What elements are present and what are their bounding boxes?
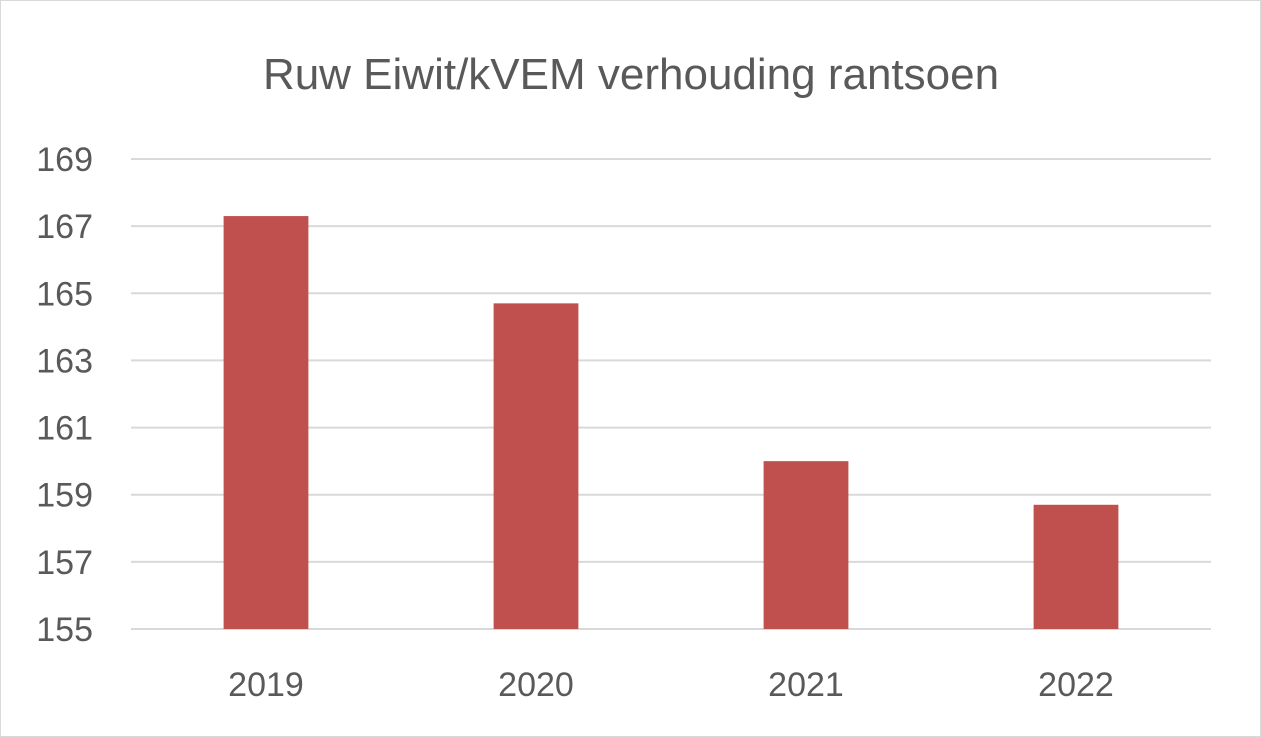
x-axis-ticks: 2019 2020 2021 2022 xyxy=(228,666,1114,704)
bar-2019 xyxy=(223,216,309,630)
bar-2020 xyxy=(493,303,579,629)
y-tick-label: 155 xyxy=(36,611,93,649)
x-tick-label: 2021 xyxy=(768,666,844,704)
x-tick-label: 2019 xyxy=(228,666,304,704)
bar-2021 xyxy=(763,461,849,629)
gridlines xyxy=(131,158,1211,630)
y-tick-label: 161 xyxy=(36,410,93,448)
y-tick-label: 157 xyxy=(36,544,93,582)
x-tick-label: 2020 xyxy=(498,666,574,704)
y-tick-label: 159 xyxy=(36,477,93,515)
y-axis-ticks: 155 157 159 161 163 165 167 169 xyxy=(36,141,93,649)
bar-2022 xyxy=(1033,504,1119,629)
x-tick-label: 2022 xyxy=(1038,666,1114,704)
y-tick-label: 165 xyxy=(36,275,93,313)
y-tick-label: 163 xyxy=(36,342,93,380)
y-tick-label: 169 xyxy=(36,141,93,179)
chart-title: Ruw Eiwit/kVEM verhouding rantsoen xyxy=(263,50,999,99)
y-tick-label: 167 xyxy=(36,208,93,246)
bars xyxy=(223,216,1119,630)
